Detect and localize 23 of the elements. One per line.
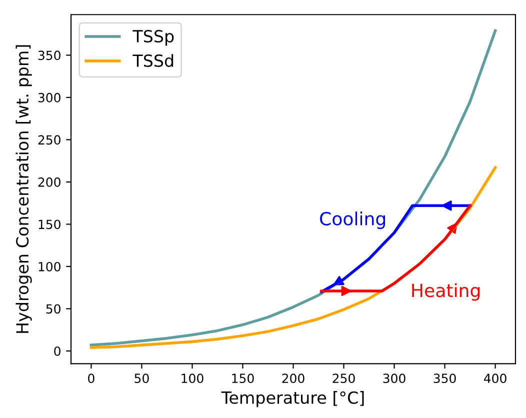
x-tick-label: 250: [332, 374, 355, 384]
series-label: Heating: [412, 283, 480, 301]
y-tick-label: 0: [54, 346, 60, 356]
legend-label: TSSp: [132, 30, 174, 46]
x-tick-label: 0: [88, 374, 94, 384]
x-tick-label: 100: [182, 374, 204, 384]
y-tick-label: 350: [38, 50, 60, 60]
y-tick-label: 50: [46, 304, 60, 314]
y-tick-label: 200: [38, 177, 60, 187]
y-tick-label: 300: [38, 92, 60, 102]
x-tick-label: 300: [383, 374, 406, 384]
x-tick-label: 50: [134, 374, 149, 384]
x-tick-label: 150: [232, 374, 254, 384]
y-axis-title: Hydrogen Concentration [wt. ppm]: [16, 45, 32, 333]
x-tick-label: 350: [434, 374, 456, 384]
x-axis-title: Temperature [°C]: [221, 391, 364, 408]
y-tick-label: 250: [38, 135, 60, 145]
x-tick-label: 400: [484, 374, 506, 384]
legend-label: TSSd: [132, 54, 174, 67]
y-tick-label: 150: [38, 220, 60, 230]
y-tick-label: 100: [38, 262, 60, 272]
x-tick-label: 200: [282, 374, 304, 384]
series-label: Cooling: [320, 212, 386, 230]
